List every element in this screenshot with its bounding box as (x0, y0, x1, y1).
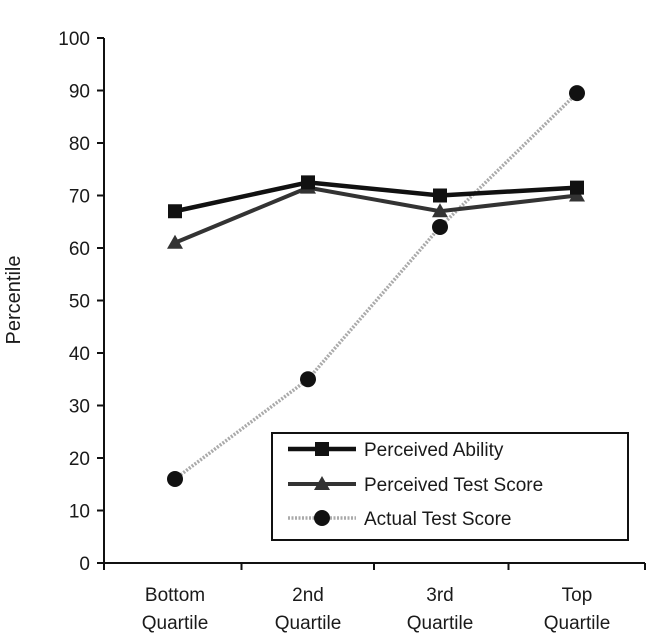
series-layer (167, 85, 585, 487)
legend-label: Perceived Ability (364, 440, 504, 461)
legend-marker (314, 510, 330, 526)
data-point (168, 204, 182, 219)
data-point (167, 471, 183, 487)
data-point (300, 371, 316, 388)
data-point (432, 203, 448, 218)
y-tick-label: 0 (79, 554, 90, 575)
data-point (433, 188, 447, 203)
y-tick-label: 60 (69, 239, 90, 260)
legend-label: Perceived Test Score (364, 475, 543, 496)
y-tick-label: 50 (69, 292, 90, 313)
series-line (173, 91, 579, 481)
legend: Perceived Ability Perceived Test Score Act… (271, 432, 629, 541)
series-perceived-ability (168, 175, 584, 219)
data-point (570, 180, 584, 195)
x-category-label: 3rd Quartile (407, 585, 474, 634)
data-point (432, 219, 448, 235)
x-category-label: Top Quartile (544, 585, 611, 634)
x-category-label: 2nd Quartile (275, 585, 342, 634)
y-tick-label: 20 (69, 449, 90, 470)
y-tick-label: 30 (69, 397, 90, 418)
legend-label: Actual Test Score (364, 509, 512, 530)
x-category-label: Bottom Quartile (142, 585, 209, 634)
data-point (569, 85, 585, 102)
data-point (167, 234, 183, 249)
y-axis-title: Percentile (3, 256, 25, 345)
legend-marker (314, 476, 330, 490)
legend-marker (315, 442, 329, 456)
y-tick-label: 10 (69, 502, 90, 523)
series-line (174, 185, 578, 245)
series-line (174, 180, 578, 214)
y-tick-label: 40 (69, 344, 90, 365)
y-tick-label: 100 (58, 29, 90, 50)
y-tick-label: 90 (69, 82, 90, 103)
y-tick-label: 70 (69, 187, 90, 208)
y-tick-label: 80 (69, 134, 90, 155)
axes: 0 10 20 30 40 50 60 70 80 90 100 Bottom Quartile 2nd Q… (58, 29, 646, 634)
data-point (301, 175, 315, 190)
series-actual-test-score (167, 85, 585, 487)
